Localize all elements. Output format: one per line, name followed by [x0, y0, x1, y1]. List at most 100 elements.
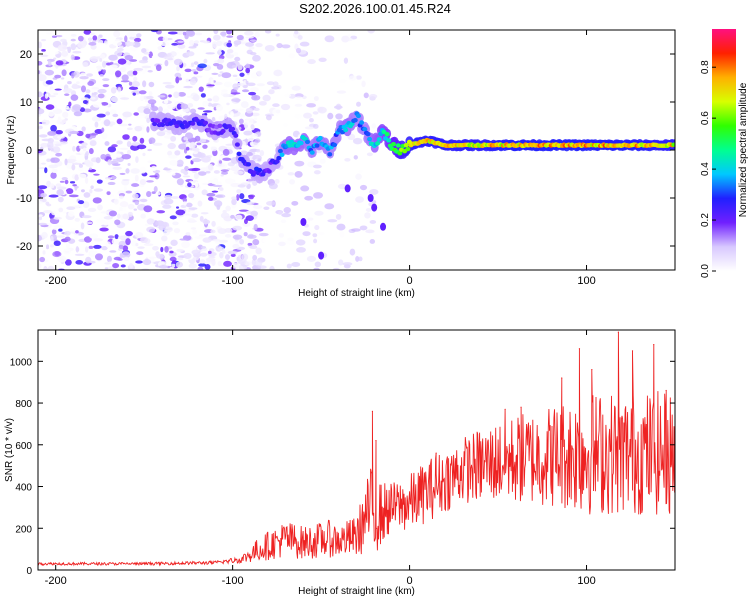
noise-cell — [212, 238, 221, 242]
noise-cell — [70, 228, 76, 232]
noise-cell — [344, 184, 351, 193]
noise-cell — [196, 142, 202, 146]
noise-cell — [304, 195, 314, 201]
noise-cell — [51, 168, 58, 174]
colorbar-tick-label: 0.8 — [700, 60, 711, 74]
noise-cell — [140, 236, 149, 244]
noise-cell — [258, 232, 269, 237]
noise-cell — [59, 141, 68, 145]
noise-cell — [336, 90, 347, 94]
ridge-cell — [233, 133, 239, 138]
noise-cell — [123, 186, 127, 193]
noise-cell — [106, 255, 112, 263]
noise-cell — [132, 41, 141, 48]
noise-cell — [191, 68, 197, 73]
noise-cell — [107, 181, 116, 186]
noise-cell — [231, 262, 240, 269]
noise-cell — [84, 159, 91, 166]
noise-cell — [59, 139, 64, 142]
snr-frame — [37, 329, 676, 571]
noise-cell — [275, 33, 280, 37]
noise-cell — [111, 238, 119, 245]
noise-cell — [220, 169, 229, 172]
noise-cell — [178, 77, 183, 81]
noise-cell — [124, 35, 128, 43]
noise-cell — [355, 196, 364, 203]
noise-cell — [255, 247, 262, 255]
noise-cell — [105, 111, 111, 116]
noise-cell — [236, 189, 242, 194]
noise-cell — [355, 256, 360, 262]
noise-cell — [105, 241, 112, 248]
ridge-cell — [279, 152, 285, 158]
noise-cell — [151, 191, 156, 195]
noise-cell — [142, 80, 147, 88]
noise-cell — [363, 92, 369, 99]
snr-peak-point — [631, 350, 634, 352]
noise-cell — [230, 92, 241, 95]
noise-cell — [87, 168, 97, 173]
noise-cell — [245, 151, 253, 157]
noise-cell — [109, 250, 117, 253]
noise-cell — [134, 232, 144, 239]
noise-cell — [175, 261, 184, 268]
noise-cell — [125, 168, 130, 174]
noise-cell — [119, 207, 124, 212]
noise-cell — [148, 256, 157, 259]
noise-cell — [45, 80, 54, 85]
noise-cell — [230, 253, 236, 257]
noise-cell — [220, 31, 227, 36]
ridge-cell — [152, 121, 158, 127]
noise-cell — [192, 150, 199, 155]
noise-cell — [114, 234, 119, 240]
snr-peak-point — [435, 452, 437, 454]
noise-cell — [122, 245, 129, 252]
noise-cell — [103, 215, 114, 220]
noise-cell — [90, 185, 94, 190]
noise-cell — [142, 259, 152, 266]
noise-cell — [97, 93, 105, 99]
noise-cell — [309, 118, 314, 123]
noise-cell — [197, 244, 203, 250]
noise-cell — [84, 177, 89, 184]
noise-cell — [112, 40, 123, 47]
noise-cell — [99, 58, 103, 62]
noise-cell — [177, 92, 186, 97]
noise-cell — [88, 167, 93, 171]
noise-cell — [353, 155, 358, 160]
noise-cell — [119, 172, 126, 175]
noise-cell — [156, 210, 166, 214]
noise-cell — [313, 96, 319, 101]
noise-cell — [189, 78, 197, 86]
noise-cell — [255, 42, 263, 48]
ridge-cell — [220, 128, 226, 134]
noise-cell — [157, 95, 166, 98]
noise-cell — [169, 159, 178, 166]
noise-cell — [42, 198, 47, 203]
noise-cell — [199, 215, 204, 222]
ridge-cell — [274, 159, 280, 164]
noise-cell — [368, 94, 378, 99]
noise-cell — [134, 190, 139, 194]
noise-cell — [235, 77, 241, 82]
noise-cell — [146, 95, 154, 100]
noise-cell — [77, 167, 84, 172]
noise-cell — [231, 64, 237, 68]
noise-cell — [38, 216, 43, 221]
noise-cell — [112, 113, 119, 118]
noise-cell — [47, 130, 57, 136]
ridge-cell — [206, 127, 212, 133]
noise-cell — [187, 103, 194, 108]
noise-cell — [61, 177, 68, 181]
noise-cell — [80, 222, 85, 230]
ridge-cell — [343, 127, 349, 133]
noise-cell — [167, 104, 176, 110]
noise-cell — [193, 61, 199, 65]
noise-cell — [100, 211, 111, 214]
ridge-cell — [174, 123, 180, 129]
noise-cell — [313, 164, 322, 169]
noise-cell — [185, 78, 190, 83]
noise-cell — [61, 69, 67, 77]
ridge-cell — [226, 124, 232, 129]
noise-cell — [189, 108, 197, 114]
